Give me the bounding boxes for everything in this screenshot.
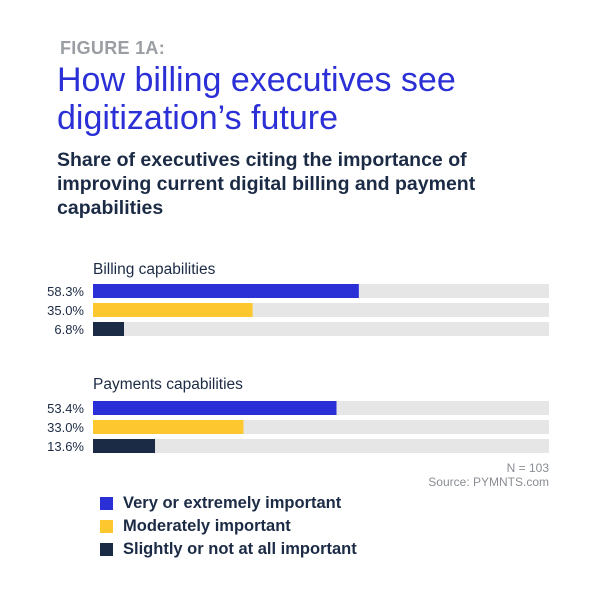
legend-item-very-important: Very or extremely important xyxy=(100,492,357,514)
legend-label-slightly-important: Slightly or not at all important xyxy=(123,539,357,558)
bar-billing-capabilities-very-or-extremely-important xyxy=(93,284,359,298)
bar-payments-capabilities-moderately-important xyxy=(93,420,244,434)
legend-label-very-important: Very or extremely important xyxy=(123,493,342,512)
chart-subtitle: Share of executives citing the importanc… xyxy=(57,149,476,219)
legend-label-moderately-important: Moderately important xyxy=(123,516,291,535)
legend-swatch-very-important xyxy=(100,496,113,510)
legend-swatch-slightly-important xyxy=(100,542,113,556)
bar-billing-capabilities-slightly-or-not-at-all-important xyxy=(93,322,125,336)
value-label-billing-capabilities-2: 6.8% xyxy=(54,322,84,337)
bar-track-billing-capabilities-2 xyxy=(93,322,549,336)
group-label-payments-capabilities: Payments capabilities xyxy=(93,376,243,393)
bar-billing-capabilities-moderately-important xyxy=(93,303,253,317)
value-label-payments-capabilities-1: 33.0% xyxy=(47,420,84,435)
value-label-payments-capabilities-2: 13.6% xyxy=(47,439,84,454)
chart-title: How billing executives see digitization’… xyxy=(57,61,456,137)
value-label-payments-capabilities-0: 53.4% xyxy=(47,401,84,416)
figure-label: FIGURE 1A: xyxy=(60,38,166,58)
legend-item-slightly-important: Slightly or not at all important xyxy=(100,538,357,560)
legend-item-moderately-important: Moderately important xyxy=(100,515,357,537)
sample-size-note: N = 103 xyxy=(507,461,550,475)
bar-track-payments-capabilities-2 xyxy=(93,439,549,453)
bar-payments-capabilities-very-or-extremely-important xyxy=(93,401,337,415)
source-note: Source: PYMNTS.com xyxy=(428,475,549,489)
legend-swatch-moderately-important xyxy=(100,519,113,533)
value-label-billing-capabilities-0: 58.3% xyxy=(47,284,84,299)
group-label-billing-capabilities: Billing capabilities xyxy=(93,261,216,278)
value-label-billing-capabilities-1: 35.0% xyxy=(47,303,84,318)
bar-payments-capabilities-slightly-or-not-at-all-important xyxy=(93,439,156,453)
legend: Very or extremely important Moderately i… xyxy=(100,492,357,561)
